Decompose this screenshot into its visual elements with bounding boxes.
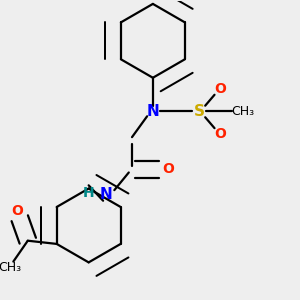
Text: CH₃: CH₃ [231, 105, 254, 118]
Text: O: O [11, 204, 23, 218]
Text: O: O [214, 82, 226, 96]
Text: O: O [162, 162, 174, 176]
Text: H: H [83, 186, 94, 200]
Text: N: N [100, 188, 113, 202]
Text: CH₃: CH₃ [0, 262, 22, 275]
Text: N: N [146, 104, 159, 119]
Text: S: S [194, 104, 205, 119]
Text: O: O [214, 127, 226, 141]
